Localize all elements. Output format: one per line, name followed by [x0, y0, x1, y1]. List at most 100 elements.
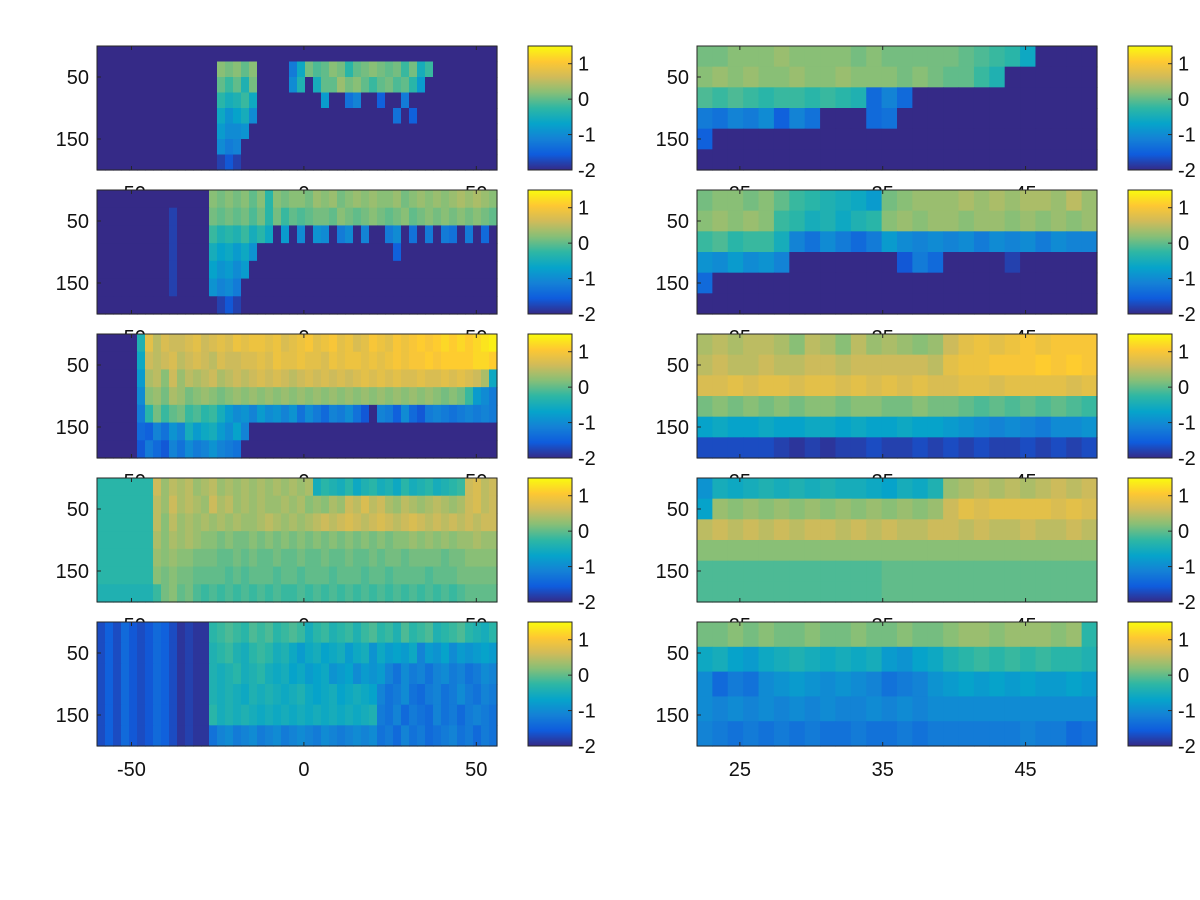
heatmap-cell — [927, 66, 944, 88]
heatmap-cell — [1050, 66, 1067, 88]
heatmap-cell — [313, 663, 322, 685]
heatmap-cell — [321, 725, 330, 747]
heatmap-cell — [361, 704, 370, 726]
heatmap-cell — [281, 369, 290, 388]
heatmap-cell — [835, 646, 852, 673]
heatmap-cell — [758, 128, 775, 150]
heatmap-cell — [773, 671, 790, 697]
heatmap-cell — [145, 531, 154, 550]
heatmap-cell — [401, 725, 410, 747]
heatmap-cell — [305, 225, 314, 244]
heatmap-cell — [153, 478, 162, 497]
heatmap-cell — [897, 498, 913, 520]
heatmap-cell — [1081, 646, 1098, 673]
heatmap-cell — [233, 548, 242, 568]
colorbar-tick-label: 1 — [1178, 486, 1189, 508]
heatmap-cell — [257, 440, 266, 459]
heatmap-cell — [489, 642, 498, 664]
colorbar-tick-label: -2 — [1178, 304, 1196, 326]
heatmap-cell — [153, 123, 162, 140]
heatmap-cell — [153, 440, 162, 459]
heatmap-cell — [401, 704, 410, 726]
heatmap-cell — [457, 61, 466, 78]
heatmap-cell — [409, 61, 418, 78]
heatmap-cell — [313, 440, 322, 459]
heatmap-cell — [345, 478, 354, 497]
heatmap-cell — [743, 498, 760, 520]
heatmap-cell — [473, 387, 482, 406]
heatmap-cell — [217, 154, 226, 171]
heatmap-cell — [973, 581, 990, 603]
heatmap-cell — [297, 531, 306, 550]
colorbar — [528, 478, 572, 602]
heatmap-cell — [313, 478, 322, 497]
heatmap-cell — [417, 566, 426, 585]
heatmap-cell — [835, 437, 852, 459]
heatmap-cell — [912, 721, 929, 747]
heatmap-cell — [361, 334, 370, 353]
heatmap-cell — [313, 351, 322, 371]
heatmap-cell — [129, 478, 138, 497]
heatmap-cell — [401, 369, 410, 388]
heatmap-cell — [137, 725, 146, 747]
heatmap-cell — [697, 128, 713, 150]
heatmap-cell — [97, 531, 106, 550]
heatmap-cell — [1050, 721, 1067, 747]
heatmap-cell — [473, 422, 482, 441]
heatmap-cell — [457, 566, 466, 585]
heatmap-cell — [743, 210, 760, 232]
heatmap-cell — [265, 387, 274, 406]
colorbar-tick-label: -1 — [578, 125, 596, 147]
heatmap-cell — [233, 154, 242, 171]
heatmap-cell — [433, 278, 442, 297]
heatmap-cell — [465, 478, 474, 497]
heatmap-cell — [169, 369, 178, 388]
heatmap-cell — [835, 293, 852, 315]
heatmap-cell — [105, 123, 114, 140]
heatmap-cell — [866, 252, 883, 274]
heatmap-cell — [1035, 128, 1052, 150]
heatmap-cell — [433, 495, 442, 515]
heatmap-cell — [481, 422, 490, 441]
heatmap-cell — [473, 154, 482, 171]
heatmap-cell — [321, 260, 330, 280]
heatmap-cell — [169, 243, 178, 262]
heatmap-cell — [1081, 581, 1098, 603]
heatmap-cell — [958, 696, 975, 722]
heatmap-cell — [289, 548, 298, 568]
heatmap-cell — [137, 566, 146, 585]
heatmap-cell — [927, 190, 944, 212]
heatmap-cell — [249, 369, 258, 388]
heatmap-cell — [305, 531, 314, 550]
heatmap-cell — [233, 422, 242, 441]
colorbar — [1128, 190, 1172, 314]
heatmap-cell — [743, 46, 760, 68]
heatmap-cell — [712, 396, 729, 418]
heatmap-cell — [345, 108, 354, 125]
heatmap-cell — [1004, 396, 1021, 418]
heatmap-cell — [401, 296, 410, 315]
heatmap-cell — [233, 296, 242, 315]
heatmap-cell — [425, 531, 434, 550]
heatmap-cell — [912, 190, 929, 212]
heatmap-cell — [233, 531, 242, 550]
heatmap-cell — [257, 566, 266, 585]
heatmap-cell — [225, 495, 234, 515]
heatmap-cell — [958, 108, 975, 130]
heatmap-cell — [177, 422, 186, 441]
axes-frame — [696, 189, 1098, 315]
heatmap-cell — [209, 77, 218, 94]
heatmap-cell — [743, 437, 760, 459]
heatmap-cell — [153, 404, 162, 424]
heatmap-cell — [217, 566, 226, 585]
heatmap-cell — [161, 704, 170, 726]
axes-frame — [96, 45, 498, 171]
heatmap-cell — [177, 243, 186, 262]
heatmap-cell — [417, 225, 426, 244]
heatmap-cell — [897, 396, 913, 418]
heatmap-cell — [145, 225, 154, 244]
heatmap-cell — [943, 128, 960, 150]
heatmap-cell — [866, 66, 883, 88]
heatmap-cell — [449, 531, 458, 550]
heatmap-cell — [393, 478, 402, 497]
